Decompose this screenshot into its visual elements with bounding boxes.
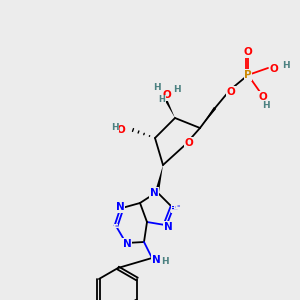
Text: =: = <box>176 204 180 208</box>
Text: P: P <box>244 70 252 80</box>
Text: H: H <box>262 101 270 110</box>
Text: O: O <box>270 64 278 74</box>
Polygon shape <box>200 107 216 128</box>
Text: N: N <box>150 188 158 198</box>
Text: O: O <box>244 47 252 57</box>
Text: O: O <box>163 90 171 100</box>
Text: N: N <box>164 222 172 232</box>
Text: H: H <box>173 85 181 94</box>
Text: H: H <box>153 83 161 92</box>
Text: N: N <box>152 255 160 265</box>
Text: O: O <box>116 125 125 135</box>
Text: =: = <box>174 205 178 209</box>
Polygon shape <box>164 97 175 118</box>
Text: O: O <box>259 92 267 102</box>
Text: N: N <box>123 239 131 249</box>
Text: =: = <box>171 203 179 212</box>
Text: N: N <box>116 202 124 212</box>
Text: H: H <box>161 257 169 266</box>
Text: O: O <box>226 87 236 97</box>
Text: O: O <box>184 138 194 148</box>
Text: =: = <box>114 224 118 228</box>
Polygon shape <box>155 165 163 192</box>
Text: H: H <box>282 61 290 70</box>
Text: H: H <box>159 95 165 104</box>
Text: H: H <box>111 122 119 131</box>
